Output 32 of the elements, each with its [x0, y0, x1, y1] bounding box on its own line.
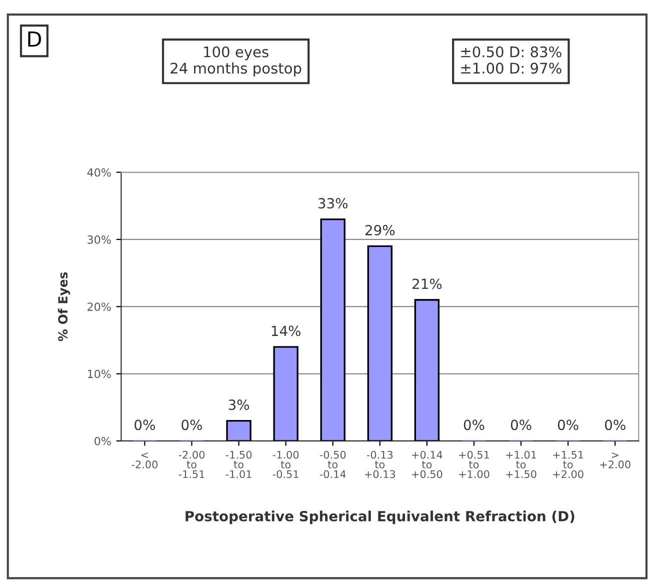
- x-tick-label: -2.00 to -1.51: [178, 450, 205, 478]
- y-axis-title: % Of Eyes: [58, 272, 70, 342]
- x-tick-label: -0.13 to +0.13: [365, 450, 396, 478]
- chart-title: D: [28, 31, 42, 47]
- data-label: 0%: [558, 420, 578, 430]
- data-label: 29%: [365, 224, 395, 236]
- text: 100 eyes 24 months postop: [170, 46, 302, 77]
- data-label: 21%: [412, 278, 442, 290]
- data-label: 0%: [510, 420, 532, 430]
- x-tick-label: +0.14 to +0.50: [412, 450, 442, 478]
- x-tick-label: +1.01 to +1.50: [506, 450, 536, 478]
- y-tick-label: 10%: [88, 370, 111, 378]
- text: ±0.50 D: 83% ±1.00 D: 97%: [461, 46, 562, 74]
- x-tick-label: -1.50 to -1.01: [226, 450, 252, 478]
- data-label: 0%: [134, 420, 155, 430]
- x-tick-label: < -2.00: [132, 452, 158, 468]
- data-label: 0%: [605, 420, 626, 430]
- data-label: 0%: [464, 420, 484, 430]
- x-tick-label: -0.50 to -0.14: [320, 450, 346, 478]
- data-label: 3%: [228, 400, 250, 410]
- x-tick-label: -1.00 to -0.51: [272, 450, 299, 478]
- x-tick-label: +0.51 to +1.00: [459, 450, 490, 478]
- data-label: 0%: [182, 420, 202, 430]
- x-tick-label: +1.51 to +2.00: [553, 450, 584, 478]
- x-axis-title: Postoperative Spherical Equivalent Refraction (D): [186, 510, 574, 524]
- y-tick-label: 40%: [87, 168, 111, 177]
- data-label: 14%: [272, 326, 300, 336]
- data-label: 33%: [318, 198, 348, 209]
- x-tick-label: > +2.00: [600, 452, 630, 468]
- y-tick-label: 30%: [88, 235, 111, 244]
- y-tick-label: 20%: [88, 302, 111, 311]
- y-tick-label: 0%: [94, 436, 111, 446]
